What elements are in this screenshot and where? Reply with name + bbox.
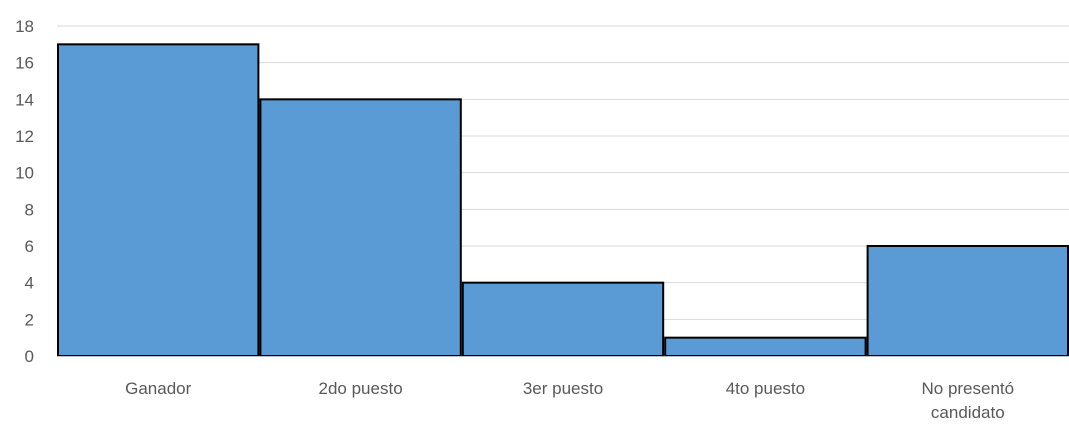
bar-3er-puesto (461, 281, 665, 357)
bars (57, 43, 1069, 357)
x-category-label: 2do puesto (319, 379, 403, 398)
y-tick-label: 14 (15, 90, 34, 109)
y-tick-label: 18 (15, 17, 34, 36)
y-tick-label: 6 (25, 237, 34, 256)
x-axis-category-labels: Ganador 2do puesto 3er puesto 4to puesto No … (125, 379, 1014, 422)
y-tick-label: 10 (15, 164, 34, 183)
y-tick-label: 2 (25, 310, 34, 329)
y-tick-label: 8 (25, 200, 34, 219)
bar-2do-puesto (259, 98, 462, 357)
x-category-label: No presentó (921, 379, 1014, 398)
bar-4to-puesto (664, 336, 867, 357)
y-tick-label: 4 (25, 274, 34, 293)
bar-ganador (57, 43, 260, 357)
x-category-label: 4to puesto (726, 379, 805, 398)
x-category-label: Ganador (125, 379, 191, 398)
x-category-label: candidato (931, 403, 1005, 422)
x-category-label: 3er puesto (523, 379, 603, 398)
bar-no-present-candidato (866, 245, 1069, 357)
y-axis-tick-labels: 0 2 4 6 8 10 12 14 16 18 (15, 17, 34, 366)
y-tick-label: 0 (25, 347, 34, 366)
y-tick-label: 16 (15, 54, 34, 73)
y-tick-label: 12 (15, 127, 34, 146)
